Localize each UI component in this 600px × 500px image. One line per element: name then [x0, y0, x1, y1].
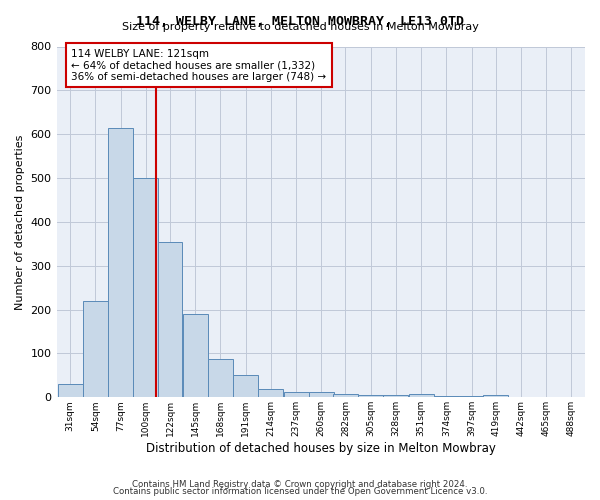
Bar: [208, 358, 233, 398]
Bar: [358, 394, 383, 398]
Bar: [483, 395, 508, 398]
Text: Contains public sector information licensed under the Open Government Licence v3: Contains public sector information licen…: [113, 487, 487, 496]
Bar: [259, 390, 283, 398]
Bar: [333, 394, 358, 398]
Bar: [284, 392, 308, 398]
Text: 114 WELBY LANE: 121sqm
← 64% of detached houses are smaller (1,332)
36% of semi-: 114 WELBY LANE: 121sqm ← 64% of detached…: [71, 48, 326, 82]
Bar: [183, 314, 208, 398]
Bar: [58, 384, 83, 398]
Bar: [233, 376, 258, 398]
Text: Size of property relative to detached houses in Melton Mowbray: Size of property relative to detached ho…: [122, 22, 478, 32]
Bar: [158, 242, 182, 398]
Bar: [409, 394, 434, 398]
Bar: [83, 301, 108, 398]
X-axis label: Distribution of detached houses by size in Melton Mowbray: Distribution of detached houses by size …: [146, 442, 496, 455]
Bar: [309, 392, 334, 398]
Y-axis label: Number of detached properties: Number of detached properties: [15, 134, 25, 310]
Bar: [133, 178, 158, 398]
Bar: [108, 128, 133, 398]
Text: Contains HM Land Registry data © Crown copyright and database right 2024.: Contains HM Land Registry data © Crown c…: [132, 480, 468, 489]
Bar: [383, 394, 409, 398]
Bar: [459, 396, 484, 398]
Bar: [434, 396, 459, 398]
Text: 114, WELBY LANE, MELTON MOWBRAY, LE13 0TD: 114, WELBY LANE, MELTON MOWBRAY, LE13 0T…: [136, 15, 464, 28]
